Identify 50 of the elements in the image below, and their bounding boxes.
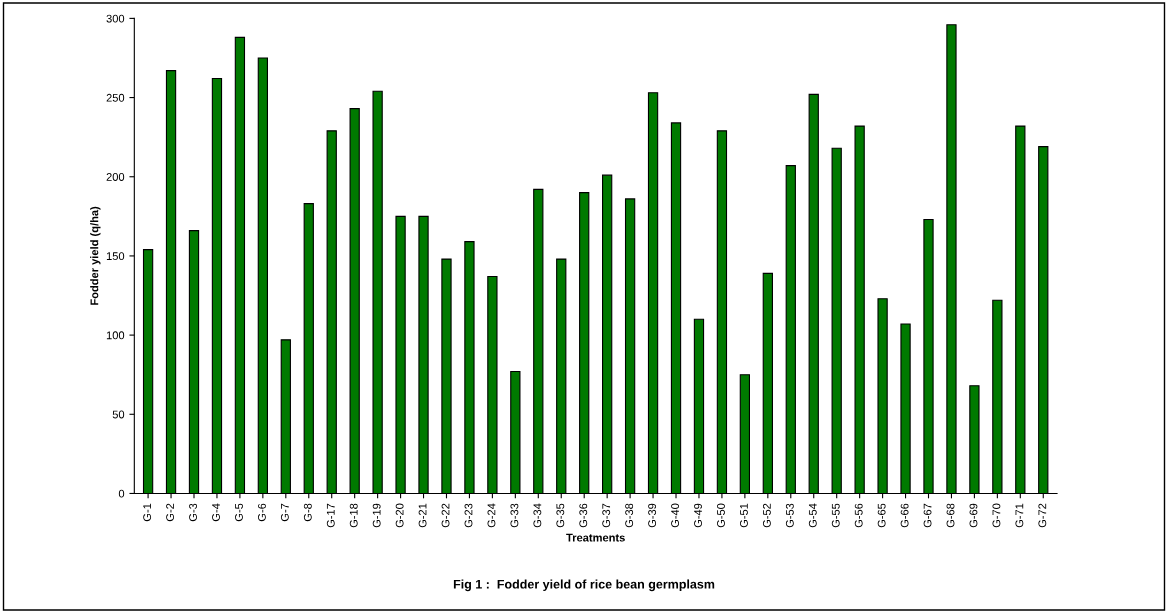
x-tick-label: G-23: [464, 503, 473, 528]
x-tick-label: G-24: [487, 503, 496, 528]
x-tick-label: G-18: [349, 503, 358, 528]
y-tick-label: 250: [106, 93, 125, 102]
x-tick-label: G-5: [235, 503, 243, 522]
x-tick-label: G-38: [625, 503, 634, 528]
x-tick-label: G-22: [441, 503, 450, 528]
x-tick-label: G-40: [671, 503, 679, 528]
x-tick-label: G-66: [900, 503, 909, 528]
x-tick-label: G-36: [579, 503, 588, 528]
y-tick-label: 0: [118, 489, 125, 498]
x-tick-label: G-35: [556, 503, 565, 528]
x-tick-label: G-52: [762, 503, 771, 528]
x-tick-label: G-72: [1038, 503, 1047, 528]
x-tick-label: G-6: [257, 503, 266, 522]
x-axis-title: Treatments: [566, 533, 625, 542]
x-tick-label: G-19: [372, 503, 381, 528]
x-tick-label: G-49: [694, 503, 702, 528]
x-tick-label: G-56: [854, 503, 863, 528]
y-axis-title: Fodder yield (q/ha): [90, 206, 101, 305]
x-tick-label: G-34: [533, 503, 542, 528]
x-tick-label: G-7: [280, 503, 289, 522]
y-tick-label: 100: [106, 331, 125, 340]
x-tick-label: G-3: [189, 503, 197, 522]
x-tick-label: G-50: [717, 503, 725, 528]
x-tick-label: G-54: [808, 503, 817, 528]
x-tick-label: G-33: [510, 503, 519, 528]
x-tick-label: G-37: [602, 503, 611, 528]
x-tick-label: G-1: [143, 503, 152, 522]
y-tick-label: 200: [106, 173, 125, 181]
x-tick-label: G-71: [1015, 503, 1024, 528]
x-tick-label: G-21: [418, 503, 427, 528]
x-tick-label: G-53: [785, 503, 794, 528]
x-tick-label: G-67: [923, 503, 932, 528]
x-tick-label: G-65: [877, 503, 886, 528]
x-tick-label: G-4: [212, 503, 220, 522]
x-tick-label: G-68: [946, 503, 955, 528]
y-tick-label: 300: [106, 14, 125, 23]
x-tick-label: G-2: [166, 503, 175, 522]
y-tick-label: 150: [106, 252, 125, 261]
y-tick-label: 50: [112, 410, 125, 419]
x-tick-label: G-17: [326, 503, 335, 528]
x-tick-label: G-70: [992, 503, 1001, 528]
x-tick-label: G-20: [395, 503, 404, 528]
text: Fig 1 : Fodder yield of rice bean germplasm: [453, 579, 715, 592]
x-tick-label: G-55: [831, 503, 840, 528]
x-tick-label: G-51: [739, 503, 748, 528]
x-tick-label: G-8: [303, 503, 312, 522]
x-tick-label: G-69: [969, 503, 978, 528]
x-tick-label: G-39: [648, 503, 657, 528]
